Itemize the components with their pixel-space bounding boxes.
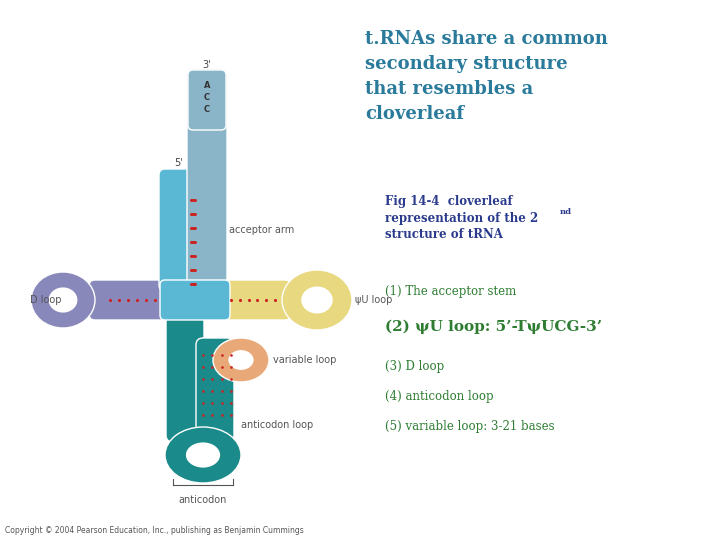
Text: 5': 5' <box>175 158 184 168</box>
FancyBboxPatch shape <box>188 70 226 130</box>
Ellipse shape <box>49 287 78 313</box>
Text: anticodon: anticodon <box>179 495 228 505</box>
Ellipse shape <box>213 338 269 382</box>
Ellipse shape <box>228 350 253 370</box>
Text: (5) variable loop: 3-21 bases: (5) variable loop: 3-21 bases <box>385 420 554 433</box>
Text: C: C <box>204 92 210 102</box>
Text: Copyright © 2004 Pearson Education, Inc., publishing as Benjamin Cummings: Copyright © 2004 Pearson Education, Inc.… <box>5 526 304 535</box>
Text: A: A <box>204 80 210 90</box>
FancyBboxPatch shape <box>196 338 234 442</box>
Ellipse shape <box>165 427 241 483</box>
Text: 3': 3' <box>203 60 211 70</box>
Ellipse shape <box>282 270 352 330</box>
Ellipse shape <box>186 442 220 468</box>
Text: structure of tRNA: structure of tRNA <box>385 228 503 241</box>
Text: variable loop: variable loop <box>273 355 336 365</box>
Text: t.RNAs share a common
secondary structure
that resembles a
cloverleaf: t.RNAs share a common secondary structur… <box>365 30 608 123</box>
Text: Fig 14-4  cloverleaf
representation of the 2: Fig 14-4 cloverleaf representation of th… <box>385 195 539 225</box>
Text: acceptor arm: acceptor arm <box>229 225 294 235</box>
Text: (4) anticodon loop: (4) anticodon loop <box>385 390 494 403</box>
Text: (1) The acceptor stem: (1) The acceptor stem <box>385 285 516 298</box>
Ellipse shape <box>301 287 333 314</box>
FancyBboxPatch shape <box>166 308 204 442</box>
FancyBboxPatch shape <box>159 169 199 291</box>
Text: nd: nd <box>560 208 572 216</box>
FancyBboxPatch shape <box>187 69 227 291</box>
Ellipse shape <box>31 272 95 328</box>
Text: anticodon loop: anticodon loop <box>241 420 313 430</box>
Text: ψU loop: ψU loop <box>355 295 392 305</box>
Text: (3) D loop: (3) D loop <box>385 360 444 373</box>
Text: C: C <box>204 105 210 113</box>
FancyBboxPatch shape <box>215 280 291 320</box>
Text: (2) ψU loop: 5’-TψUCG-3’: (2) ψU loop: 5’-TψUCG-3’ <box>385 320 602 334</box>
FancyBboxPatch shape <box>160 280 230 320</box>
FancyBboxPatch shape <box>89 280 171 320</box>
Text: D loop: D loop <box>30 295 61 305</box>
